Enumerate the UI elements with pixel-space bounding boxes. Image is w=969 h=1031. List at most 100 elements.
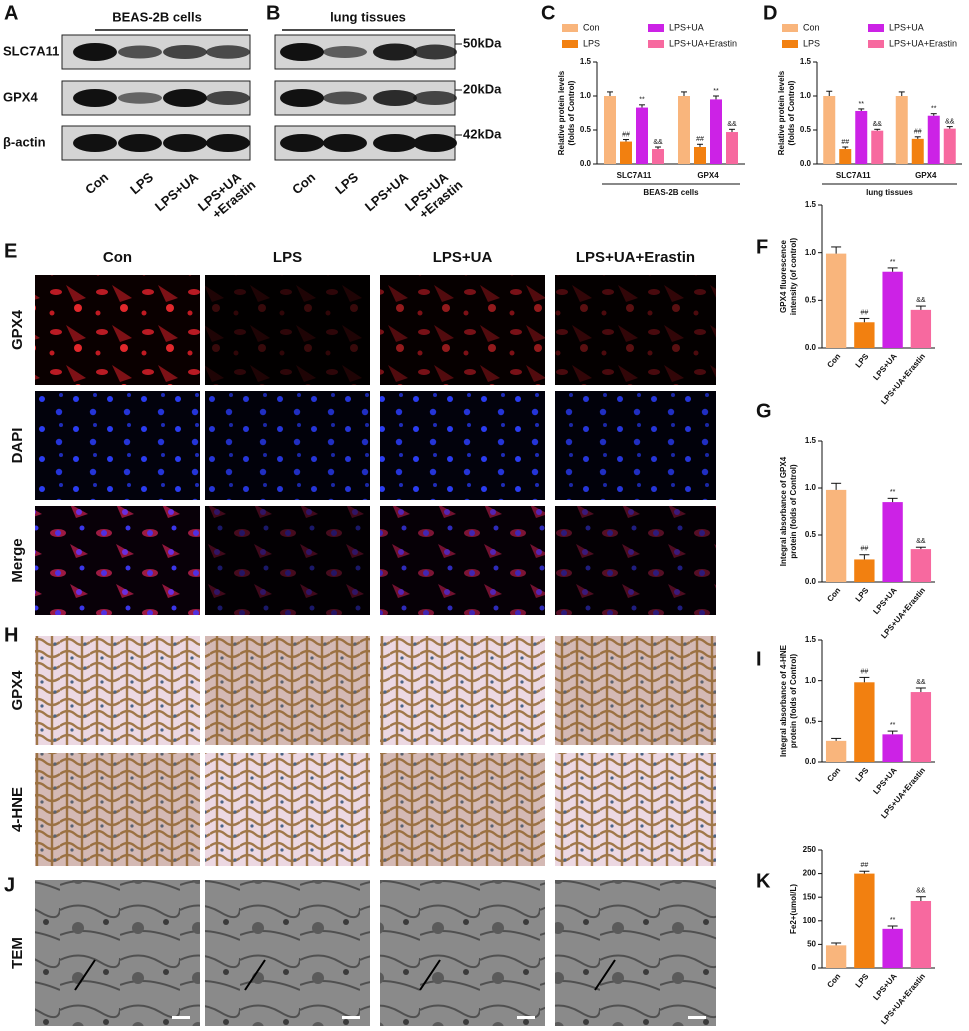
x-tick-label: Con: [825, 766, 842, 784]
x-tick-label-text: LPS: [854, 765, 871, 783]
panel-letter: I: [756, 648, 762, 670]
legend-label: Con: [803, 22, 820, 32]
row-label: Merge: [9, 538, 26, 582]
blot-band: [118, 92, 162, 104]
scale-bar: [688, 1016, 706, 1019]
marker-label: 50kDa: [463, 35, 502, 50]
blot-band: [323, 46, 367, 58]
legend-label: LPS: [583, 38, 600, 48]
row-label: TEM: [9, 937, 26, 969]
significance-mark: **: [890, 722, 896, 729]
micrograph: [555, 880, 716, 1026]
y-tick-label: 0.5: [805, 716, 817, 725]
micrograph-shade: [555, 391, 716, 500]
significance-mark: ##: [860, 309, 868, 316]
x-tick-label: Con: [825, 352, 842, 370]
lane-label-line: LPS: [127, 169, 156, 197]
significance-mark: ##: [860, 668, 868, 675]
blot-band: [323, 91, 367, 105]
x-tick-label: SLC7A11: [836, 171, 871, 180]
y-tick-label: 1.0: [580, 91, 592, 100]
bar: [854, 682, 875, 762]
micrograph: [380, 391, 545, 500]
bar: [839, 149, 852, 164]
column-label: LPS+UA: [433, 249, 493, 266]
panel-letter: F: [756, 236, 768, 258]
column-label: Con: [103, 249, 132, 266]
y-tick-label: 50: [807, 940, 816, 949]
scale-bar: [342, 1016, 360, 1019]
blot-band: [373, 90, 417, 106]
blot-band: [373, 134, 417, 152]
bar: [678, 96, 690, 164]
bar: [825, 945, 847, 968]
significance-mark: **: [639, 97, 645, 104]
y-tick-label: 1.0: [805, 483, 817, 492]
bar: [825, 253, 847, 348]
bar: [895, 96, 908, 164]
y-tick-label: 0.0: [805, 757, 817, 766]
bar: [911, 138, 924, 164]
y-tick-label: 1.5: [805, 635, 817, 644]
x-tick-label: LPS+UA: [871, 766, 898, 796]
y-axis-label-line: Relative protein levels: [777, 70, 786, 155]
legend-swatch: [562, 40, 578, 48]
micrograph: [380, 275, 545, 385]
x-tick-label-text: Con: [825, 586, 842, 604]
bar: [854, 559, 875, 582]
blot-band: [118, 45, 162, 59]
y-axis-label: Relative protein levels (folds of Control…: [777, 70, 796, 155]
y-tick-label: 0.0: [805, 343, 817, 352]
x-tick-label: SLC7A11: [617, 171, 652, 180]
y-axis-label-line: Integral absorbance of GPX4: [779, 456, 788, 566]
micrograph: [205, 636, 370, 745]
tem-arrow: [74, 959, 96, 991]
blot-band: [413, 134, 457, 152]
y-tick-label: 0: [812, 963, 817, 972]
x-tick-label: LPS: [854, 585, 871, 603]
panel-letter: A: [4, 2, 18, 24]
legend-swatch: [782, 24, 798, 32]
micrograph-shade: [35, 753, 200, 866]
significance-mark: ##: [914, 129, 922, 136]
lane-label: LPS+UA+Erastin: [195, 169, 258, 222]
significance-mark: &&: [916, 679, 926, 686]
row-label-text: GPX4: [9, 309, 26, 350]
y-axis-label: Relative protein levels (folds of Control…: [557, 70, 576, 155]
row-label: 4-HNE: [9, 787, 26, 832]
y-tick-label: 0.5: [580, 125, 592, 134]
blot-band: [163, 45, 207, 59]
bar: [882, 734, 903, 762]
significance-mark: &&: [727, 121, 737, 128]
micrograph: [380, 753, 545, 866]
y-axis-label-line: GPX4 fluorescence: [779, 239, 788, 312]
significance-mark: **: [859, 101, 865, 108]
blot-band: [280, 43, 324, 61]
micrograph: [35, 391, 200, 500]
x-axis-label: lung tissues: [866, 188, 913, 197]
micrograph: [380, 636, 545, 745]
row-label: DAPI: [9, 428, 26, 464]
panel-letter: H: [4, 624, 18, 646]
micrograph: [35, 636, 200, 745]
y-axis-label: Fe2+(umol/L): [789, 884, 798, 934]
marker-label: 20kDa: [463, 81, 502, 96]
lane-label: LPS: [332, 169, 361, 197]
y-tick-label: 1.5: [800, 57, 812, 66]
significance-mark: ##: [696, 136, 704, 143]
micrograph: [205, 391, 370, 500]
lane-label: LPS+UA: [152, 169, 202, 214]
x-tick-label-text: LPS: [854, 971, 871, 989]
x-tick-label-text: Con: [825, 972, 842, 990]
x-tick-label-text: LPS: [854, 351, 871, 369]
significance-mark: &&: [916, 888, 926, 895]
bar: [871, 130, 884, 164]
bar: [910, 549, 932, 582]
significance-mark: &&: [945, 118, 955, 125]
tem-arrow: [419, 959, 441, 991]
micrograph: [380, 506, 545, 615]
lane-label: LPS: [127, 169, 156, 197]
bar: [620, 141, 632, 164]
panel-letter: B: [266, 2, 280, 24]
